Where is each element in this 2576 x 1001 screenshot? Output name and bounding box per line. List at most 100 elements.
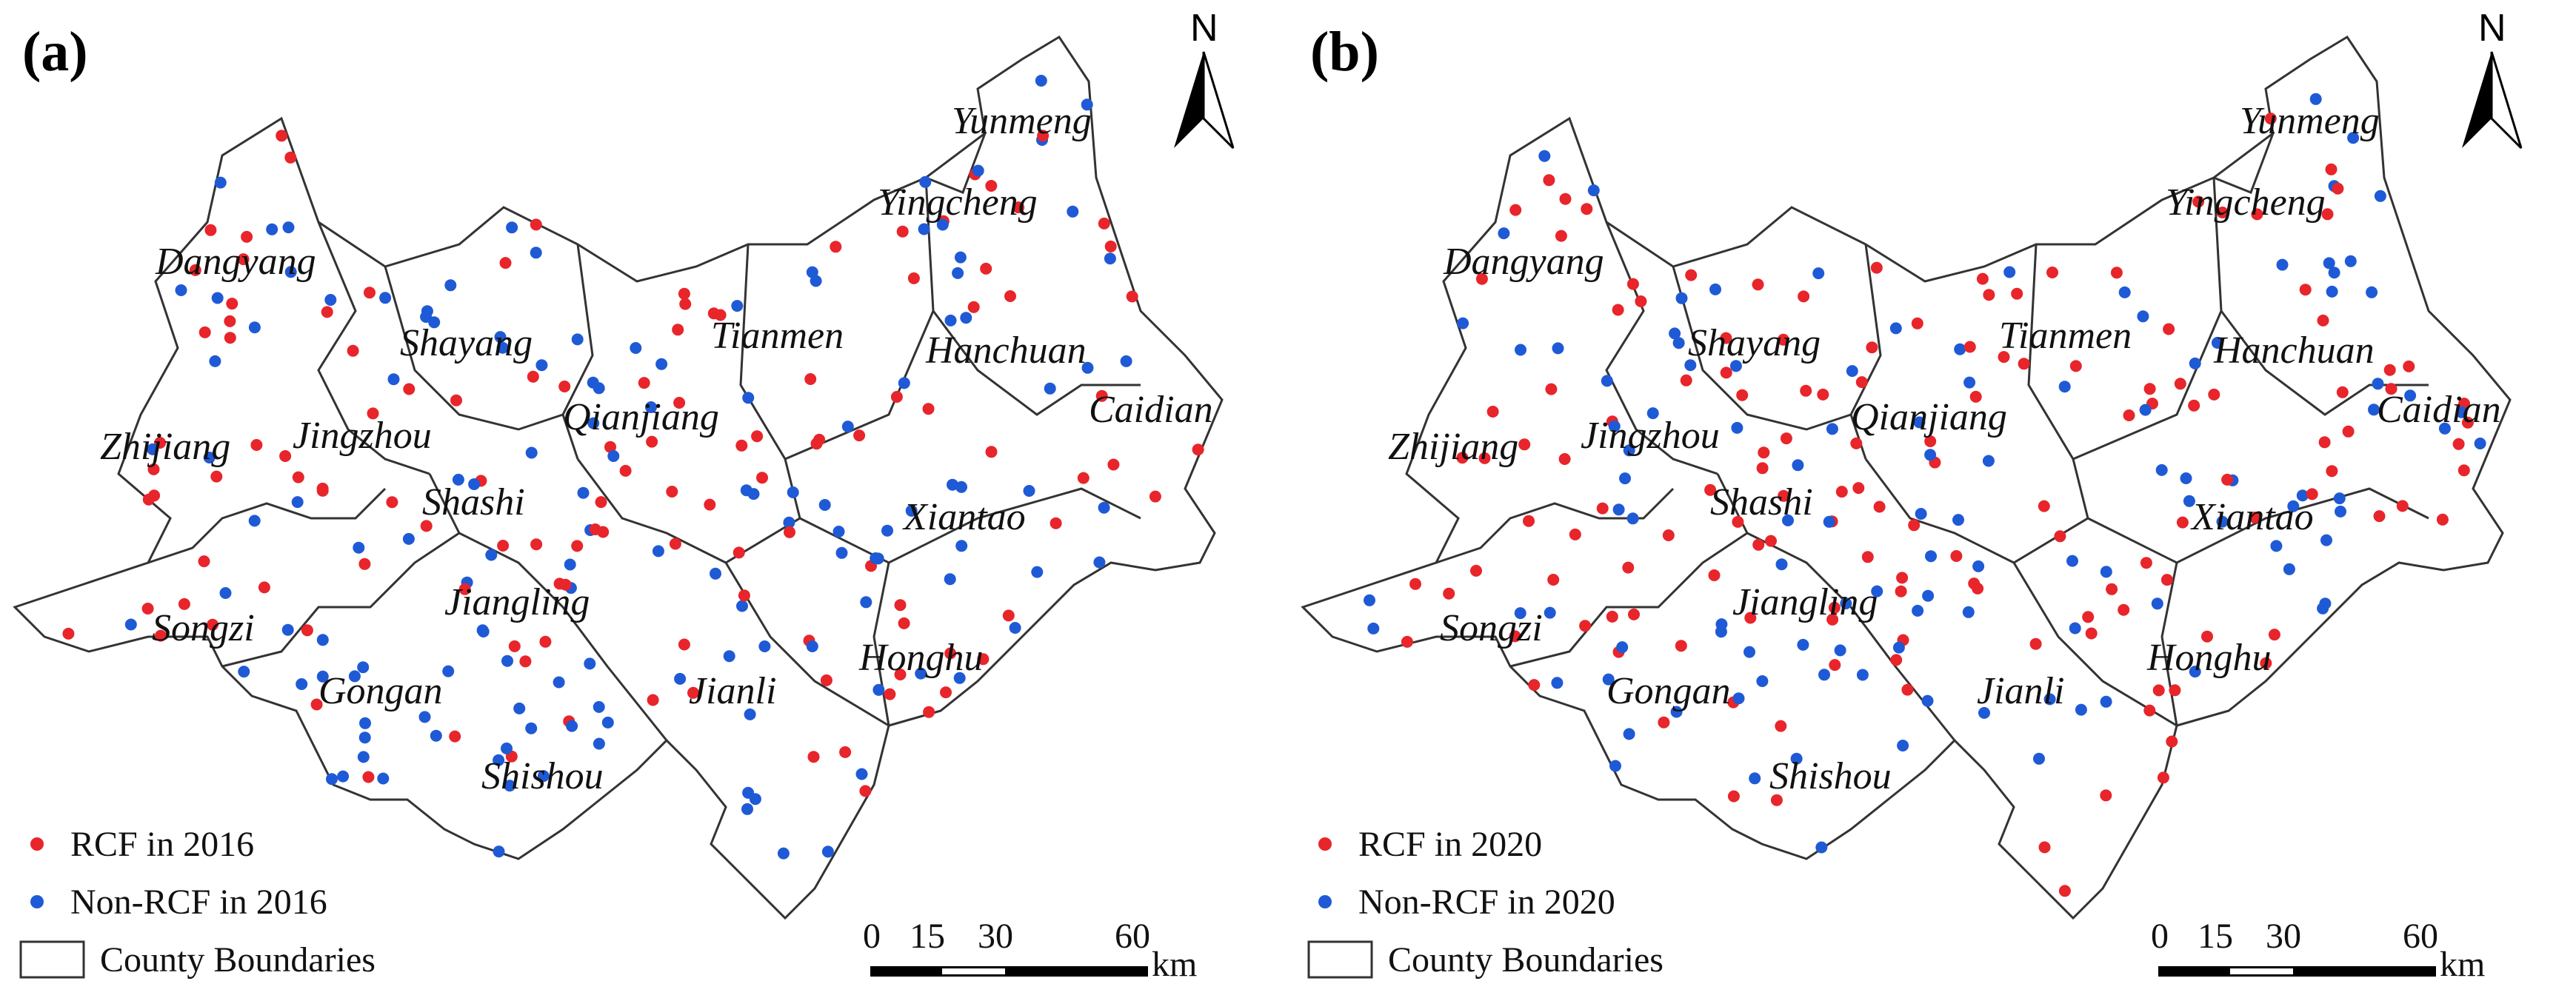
non-rcf-point (2033, 752, 2045, 765)
rcf-point (2336, 386, 2349, 398)
non-rcf-point (326, 773, 338, 786)
rcf-point (1559, 192, 1572, 205)
rcf-point (704, 498, 716, 511)
rcf-point (284, 151, 297, 164)
non-rcf-point (1044, 382, 1056, 395)
non-rcf-point (1840, 597, 1852, 609)
non-rcf-point (1972, 560, 1985, 572)
non-rcf-point (203, 452, 216, 463)
rcf-point (1852, 482, 1865, 495)
rcf-point (2085, 627, 2098, 640)
non-rcf-point (1538, 150, 1551, 162)
county-label-tianmen: Tianmen (711, 315, 844, 357)
non-rcf-point (282, 221, 295, 234)
rcf-point (2221, 473, 2234, 486)
rcf-point (207, 618, 218, 631)
rcf-point (595, 496, 607, 509)
non-rcf-point (2374, 190, 2386, 202)
non-rcf-point (607, 450, 620, 462)
non-rcf-point (2319, 597, 2332, 610)
north-label: N (1190, 7, 1218, 50)
county-label-zhijiang: Zhijiang (1388, 426, 1518, 468)
non-rcf-point (1515, 344, 1526, 356)
non-rcf-point (947, 478, 958, 491)
rcf-point (1098, 217, 1110, 230)
rcf-point (237, 253, 250, 266)
rcf-point (1732, 515, 1744, 528)
rcf-point (1579, 620, 1592, 632)
rcf-point (2318, 436, 2331, 449)
non-rcf-point (2404, 389, 2417, 402)
non-rcf-point (468, 478, 481, 490)
rcf-point (2118, 603, 2130, 616)
non-rcf-point (944, 573, 956, 586)
non-rcf-point (428, 316, 441, 329)
non-rcf-point (1782, 514, 1794, 526)
non-rcf-point (587, 417, 600, 429)
county-label-gongan: Gongan (318, 670, 443, 712)
rcf-point (403, 383, 416, 395)
county-label-shishou: Shishou (1769, 755, 1892, 797)
non-rcf-point (1826, 423, 1838, 435)
county-label-qianjiang: Qianjiang (1851, 396, 2007, 438)
non-rcf-point (281, 623, 294, 636)
legend-rcf-marker (1318, 837, 1332, 851)
non-rcf-point (1834, 644, 1846, 657)
rcf-point (733, 546, 745, 559)
non-rcf-point (758, 640, 771, 652)
rcf-point (204, 224, 217, 236)
non-rcf-point (1924, 449, 1937, 461)
rcf-point (539, 635, 552, 648)
rcf-point (1778, 489, 1790, 502)
non-rcf-point (1756, 675, 1769, 687)
rcf-point (292, 471, 304, 483)
non-rcf-point (513, 702, 526, 714)
non-rcf-point (485, 549, 498, 561)
rcf-point (141, 603, 154, 615)
non-rcf-point (2058, 381, 2071, 393)
north-arrow-left-icon (2462, 52, 2492, 148)
non-rcf-point (1912, 604, 1924, 617)
non-rcf-point (1913, 416, 1926, 429)
rcf-point (980, 262, 992, 275)
rcf-point (1596, 502, 1609, 515)
rcf-point (2110, 267, 2123, 279)
non-rcf-point (1514, 607, 1526, 620)
scale-bar: 0 15 30 60 km (863, 917, 1197, 984)
non-rcf-point (377, 772, 390, 785)
rcf-point (2176, 516, 2189, 529)
rcf-point (530, 538, 543, 551)
north-label: N (2478, 7, 2506, 50)
rcf-point (1547, 574, 1560, 586)
non-rcf-point (1608, 420, 1621, 432)
non-rcf-point (501, 742, 513, 754)
non-rcf-point (248, 515, 261, 527)
rcf-point (977, 653, 990, 666)
rcf-point (678, 638, 690, 651)
rcf-point (2011, 287, 2023, 300)
rcf-point (2166, 735, 2178, 748)
rcf-point (1528, 679, 1541, 692)
scale-tick-15: 15 (2198, 917, 2233, 956)
non-rcf-point (2309, 93, 2322, 105)
rcf-point (1758, 446, 1770, 459)
rcf-point (1969, 390, 1982, 403)
non-rcf-point (291, 496, 304, 509)
non-rcf-point (1552, 342, 1564, 355)
rcf-point (751, 430, 764, 443)
rcf-point (276, 130, 288, 142)
rcf-point (1606, 610, 1618, 623)
non-rcf-point (936, 218, 949, 231)
county-label-xiantao: Xiantao (2190, 496, 2314, 538)
non-rcf-point (1670, 706, 1683, 718)
non-rcf-point (2189, 666, 2201, 678)
non-rcf-point (564, 558, 576, 571)
non-rcf-point (1915, 508, 1927, 520)
non-rcf-point (1963, 376, 1976, 389)
rcf-point (1037, 130, 1050, 142)
non-rcf-point (1792, 459, 1804, 472)
rcf-point (301, 624, 313, 637)
non-rcf-point (2296, 489, 2309, 502)
non-rcf-point (1954, 343, 1966, 355)
non-rcf-point (919, 175, 932, 188)
